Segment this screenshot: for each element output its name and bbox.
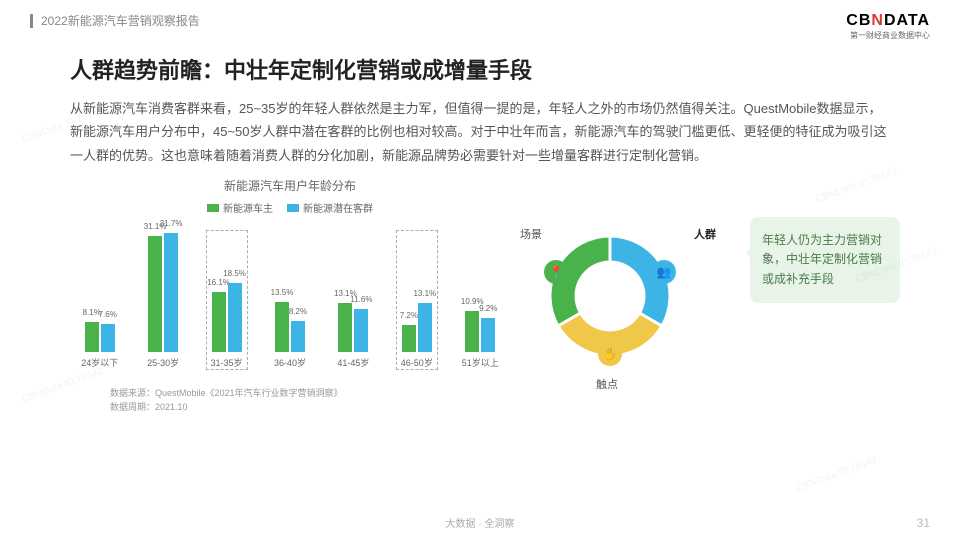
- legend-label: 新能源车主: [223, 200, 273, 215]
- bar-group: 7.2%13.1%46-50岁: [387, 232, 446, 369]
- legend-item: 新能源潜在客群: [287, 200, 373, 215]
- bar-group: 16.1%18.5%31-35岁: [197, 232, 256, 369]
- logo-sub: 第一财经商业数据中心: [846, 30, 930, 41]
- donut-area: 场景 人群 触点 📍 👥 ✋ 年轻人仍为主力营销对象，中壮年定制化营销或成补充手…: [530, 177, 890, 414]
- bar-value-label: 7.6%: [99, 310, 117, 319]
- callout-box: 年轻人仍为主力营销对象，中壮年定制化营销或成补充手段: [750, 217, 900, 303]
- people-icon: 👥: [652, 260, 676, 284]
- bar-group: 10.9%9.2% 51岁以上: [451, 232, 510, 369]
- bar: 13.5%: [275, 302, 289, 353]
- bar-value-label: 9.2%: [479, 304, 497, 313]
- footer-text: 大数据 · 全洞察: [0, 515, 960, 530]
- bar: 31.7%: [164, 233, 178, 352]
- bar-group: 31.1%31.7% 25-30岁: [133, 232, 192, 369]
- legend-swatch: [207, 204, 219, 212]
- bar-value-label: 8.2%: [289, 307, 307, 316]
- report-title: 2022新能源汽车营销观察报告: [41, 12, 200, 29]
- bar-group: 13.5%8.2%36-40岁: [260, 232, 319, 369]
- donut-label-scene: 场景: [520, 226, 542, 242]
- bar: 8.2%: [291, 321, 305, 352]
- category-label: 25-30岁: [147, 356, 179, 369]
- logo-block: CBNDATA 第一财经商业数据中心: [846, 12, 930, 41]
- bar-pair: 31.1%31.7%: [148, 232, 178, 352]
- bar: 9.2%: [481, 318, 495, 353]
- bar-pair: 13.5%8.2%: [275, 232, 305, 352]
- bar: 10.9%: [465, 311, 479, 352]
- highlight-box: [396, 230, 438, 370]
- logo-suffix: DATA: [884, 12, 930, 29]
- bar-pair: 8.1%7.6%: [85, 232, 115, 352]
- bar-pair: 7.2%13.1%: [402, 232, 432, 352]
- legend-item: 新能源车主: [207, 200, 273, 215]
- page-number: 31: [917, 516, 930, 530]
- bar: 8.1%: [85, 322, 99, 352]
- donut-label-touch: 触点: [596, 376, 618, 392]
- category-label: 41-45岁: [337, 356, 369, 369]
- chart-title: 新能源汽车用户年龄分布: [70, 177, 510, 194]
- donut-label-crowd: 人群: [694, 226, 716, 242]
- bar-pair: 10.9%9.2%: [465, 232, 495, 352]
- pin-icon: 📍: [544, 260, 568, 284]
- page-title: 人群趋势前瞻：中壮年定制化营销或成增量手段: [0, 33, 960, 97]
- category-label: 51岁以上: [462, 356, 499, 369]
- source-line-2: 数据周期：2021.10: [110, 401, 510, 415]
- logo-prefix: CB: [846, 12, 871, 29]
- logo-mid: N: [871, 12, 884, 29]
- header-accent-bar: [30, 14, 33, 28]
- category-label: 24岁以下: [81, 356, 118, 369]
- bar: 11.6%: [354, 309, 368, 353]
- logo-main: CBNDATA: [846, 12, 930, 30]
- bar: 31.1%: [148, 236, 162, 353]
- bar-pair: 13.1%11.6%: [338, 232, 368, 352]
- hand-icon: ✋: [598, 342, 622, 366]
- bar-value-label: 13.5%: [271, 288, 294, 297]
- bar: 13.1%: [338, 303, 352, 352]
- bar-pair: 16.1%18.5%: [212, 232, 242, 352]
- watermark: CBNData ID:78142: [795, 455, 879, 495]
- bar-chart: 新能源汽车用户年龄分布 新能源车主 新能源潜在客群 8.1%7.6% 24岁以下 31…: [70, 177, 510, 414]
- category-label: 36-40岁: [274, 356, 306, 369]
- body-paragraph: 从新能源汽车消费客群来看，25~35岁的年轻人群依然是主力军，但值得一提的是，年…: [0, 97, 960, 167]
- chart-source: 数据来源：QuestMobile《2021年汽车行业数字营销洞察》 数据周期：2…: [70, 387, 510, 414]
- legend-label: 新能源潜在客群: [303, 200, 373, 215]
- legend-swatch: [287, 204, 299, 212]
- bar-group: 13.1%11.6% 41-45岁: [324, 232, 383, 369]
- donut-chart: 场景 人群 触点 📍 👥 ✋: [530, 216, 690, 376]
- bar-value-label: 31.7%: [160, 219, 183, 228]
- bar-group: 8.1%7.6% 24岁以下: [70, 232, 129, 369]
- bar: 7.6%: [101, 324, 115, 353]
- source-line-1: 数据来源：QuestMobile《2021年汽车行业数字营销洞察》: [110, 387, 510, 401]
- bar-value-label: 11.6%: [350, 295, 372, 304]
- highlight-box: [206, 230, 248, 370]
- chart-bars: 8.1%7.6%24岁以下31.1%31.7%25-30岁16.1%18.5%3…: [70, 219, 510, 369]
- chart-legend: 新能源车主 新能源潜在客群: [70, 200, 510, 215]
